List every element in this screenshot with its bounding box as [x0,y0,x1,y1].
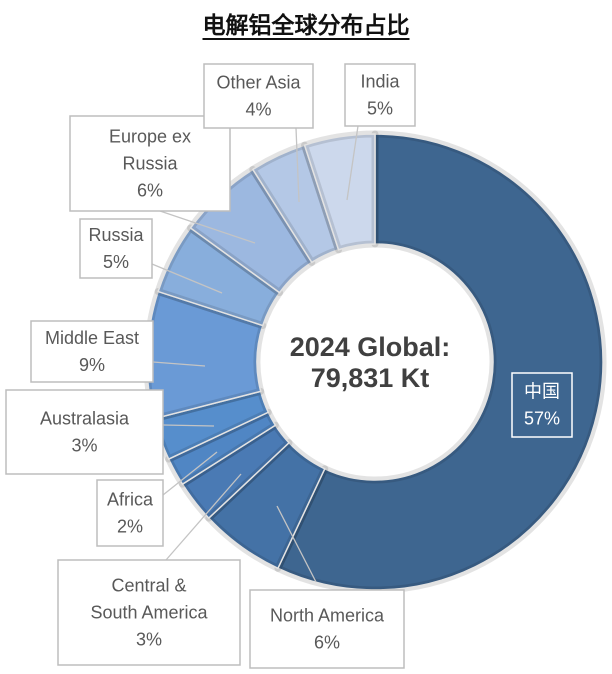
label-name: Central & [111,576,186,596]
label-name: 中国 [524,382,560,402]
label-name: Russia [122,154,178,174]
label-box [344,63,416,127]
label-value: 3% [136,630,162,650]
label-value: 5% [367,99,393,119]
label-box [5,389,164,475]
slice-bevel-india [301,130,379,254]
label-value: 9% [79,355,105,375]
label-box [96,479,164,547]
label-value: 4% [245,100,271,120]
leader-line [165,473,242,561]
label-box [511,372,573,438]
label-china: 中国 57% [511,372,573,438]
label-value: 57% [524,409,560,429]
label-box [249,589,405,669]
label-box [79,218,153,279]
label-other-asia: Other Asia 4% [203,63,314,203]
label-name: Other Asia [216,73,301,93]
label-name: South America [90,603,208,623]
label-north-america: North America 6% [249,505,405,669]
label-value: 6% [314,633,340,653]
label-box [203,63,314,129]
leader-line [162,451,218,496]
label-value: 2% [117,517,143,537]
label-name: Europe ex [109,127,191,147]
label-africa: Africa 2% [96,451,218,547]
label-russia: Russia 5% [79,218,223,294]
label-middle-east: Middle East 9% [30,320,206,383]
label-australasia: Australasia 3% [5,389,215,475]
label-name: Russia [88,225,144,245]
label-box [69,115,231,212]
leader-line [159,210,256,244]
leader-line [162,424,215,427]
data-labels: 中国 57% North America 6% Central & South Ameri… [5,63,573,669]
center-label-line: 2024 Global: [290,332,451,362]
center-label: 2024 Global:79,831 Kt [290,332,451,393]
label-name: India [360,72,400,92]
leader-line [276,505,317,583]
slice-india [303,133,376,251]
center-label-line: 79,831 Kt [311,363,430,393]
label-value: 3% [71,436,97,456]
label-value: 6% [137,181,163,201]
label-name: Africa [107,490,154,510]
label-europe-ex-russia: Europe ex Russia 6% [69,115,256,244]
label-box [30,320,154,383]
label-name: North America [270,606,385,626]
label-central-south-america: Central & South America 3% [57,473,242,666]
leader-line [295,127,300,203]
label-name: Middle East [45,328,139,348]
label-name: Australasia [40,409,130,429]
label-value: 5% [103,252,129,272]
label-box [57,559,241,666]
leader-line [152,361,206,367]
chart-title: 电解铝全球分布占比 [202,13,410,39]
label-india: India 5% [344,63,416,201]
leader-line [346,125,359,201]
leader-line [151,263,223,294]
